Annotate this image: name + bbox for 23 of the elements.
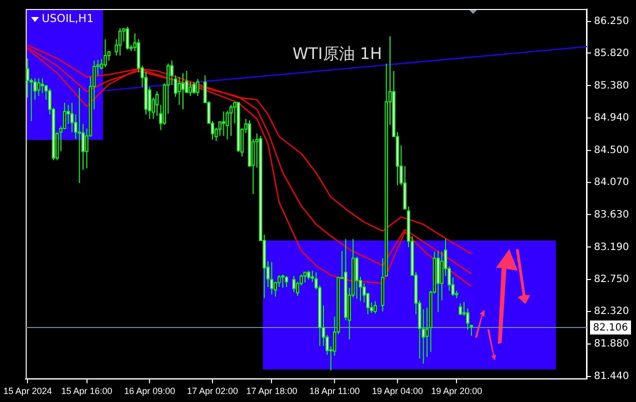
ref-line-label: 82.106 [593,322,628,334]
x-tick-label: 17 Apr 18:00 [246,386,298,396]
x-tick-label: 17 Apr 02:00 [187,386,238,396]
text: WTI原油 1H [292,44,382,64]
y-tick-label: 85.380 [594,80,630,92]
chart-title: USOIL,H1 [42,12,94,25]
x-tick-label: 15 Apr 16:00 [61,386,112,396]
y-tick-label: 84.500 [594,145,630,156]
x-tick-label: 15 Apr 2024 [3,386,52,396]
y-tick-label: 86.250 [594,16,630,28]
y-tick-label: 83.190 [594,242,630,253]
x-tick-label: 18 Apr 11:00 [309,386,360,396]
y-tick-label: 82.320 [594,306,630,317]
y-tick-label: 84.940 [594,112,630,124]
y-tick-label: 81.880 [594,338,630,350]
x-tick-label: 19 Apr 20:00 [431,386,482,396]
y-tick-label: 81.440 [594,370,630,382]
y-tick-label: 83.630 [594,209,630,220]
y-tick-label: 84.070 [594,176,630,188]
y-tick-label: 85.820 [594,48,630,59]
x-tick-label: 19 Apr 04:00 [372,386,423,396]
y-tick-label: 82.750 [594,274,630,286]
x-tick-label: 16 Apr 09:00 [124,386,176,396]
